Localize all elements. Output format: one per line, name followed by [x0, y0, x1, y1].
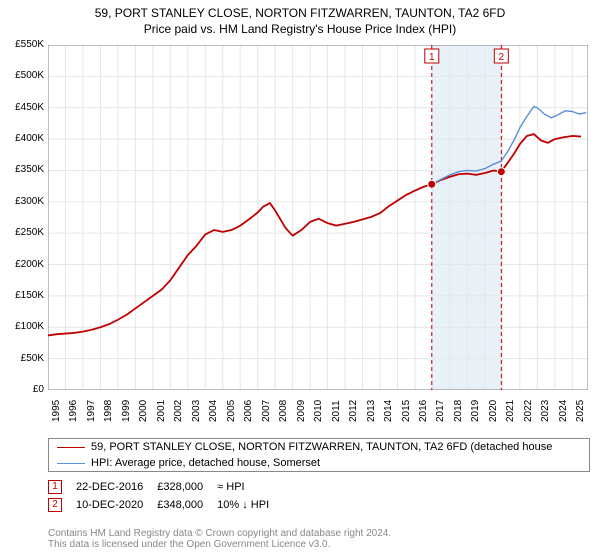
legend-label: HPI: Average price, detached house, Some…: [91, 457, 320, 469]
x-tick-label: 2007: [261, 400, 272, 422]
y-tick-label: £500K: [4, 70, 44, 81]
x-tick-label: 2013: [366, 400, 377, 422]
x-tick-label: 1997: [86, 400, 97, 422]
x-tick-label: 2009: [296, 400, 307, 422]
x-tick-label: 2021: [505, 400, 516, 422]
legend-item: HPI: Average price, detached house, Some…: [49, 455, 589, 471]
sales-row: 1 22-DEC-2016£328,000≈ HPI: [48, 478, 283, 496]
y-tick-label: £350K: [4, 164, 44, 175]
x-tick-label: 1996: [68, 400, 79, 422]
y-tick-label: £150K: [4, 290, 44, 301]
y-tick-label: £450K: [4, 102, 44, 113]
y-tick-label: £250K: [4, 227, 44, 238]
x-tick-label: 2004: [208, 400, 219, 422]
sale-price: £348,000: [157, 496, 217, 514]
sale-marker-dot: [428, 180, 436, 188]
x-tick-label: 1999: [121, 400, 132, 422]
chart-title-line1: 59, PORT STANLEY CLOSE, NORTON FITZWARRE…: [0, 6, 600, 20]
footnotes: Contains HM Land Registry data © Crown c…: [48, 528, 391, 550]
y-tick-label: £100K: [4, 321, 44, 332]
x-tick-label: 2018: [453, 400, 464, 422]
sale-date: 22-DEC-2016: [76, 478, 157, 496]
x-tick-label: 2003: [191, 400, 202, 422]
x-tick-label: 2011: [331, 400, 342, 422]
sale-marker-label: 1: [425, 49, 439, 63]
x-tick-label: 2016: [418, 400, 429, 422]
svg-text:1: 1: [429, 52, 435, 63]
price-chart: 12: [48, 45, 588, 390]
sales-row: 2 10-DEC-2020£348,00010% ↓ HPI: [48, 496, 283, 514]
sale-delta: 10% ↓ HPI: [217, 496, 283, 514]
svg-text:2: 2: [499, 52, 505, 63]
x-tick-label: 2017: [435, 400, 446, 422]
legend: 59, PORT STANLEY CLOSE, NORTON FITZWARRE…: [48, 438, 590, 472]
footnote-line: Contains HM Land Registry data © Crown c…: [48, 528, 391, 539]
x-tick-label: 2002: [173, 400, 184, 422]
legend-swatch: [57, 447, 85, 448]
x-tick-label: 2014: [383, 400, 394, 422]
x-tick-label: 2001: [156, 400, 167, 422]
sale-index-badge: 2: [48, 498, 62, 512]
sale-price: £328,000: [157, 478, 217, 496]
y-tick-label: £0: [4, 384, 44, 395]
x-tick-label: 1995: [51, 400, 62, 422]
chart-title-line2: Price paid vs. HM Land Registry's House …: [0, 22, 600, 36]
legend-label: 59, PORT STANLEY CLOSE, NORTON FITZWARRE…: [91, 441, 552, 453]
sales-table: 1 22-DEC-2016£328,000≈ HPI 2 10-DEC-2020£34…: [48, 478, 283, 514]
x-tick-label: 2020: [488, 400, 499, 422]
x-tick-label: 2024: [558, 400, 569, 422]
legend-swatch: [57, 463, 85, 464]
y-tick-label: £300K: [4, 196, 44, 207]
y-tick-label: £50K: [4, 353, 44, 364]
sale-index-badge: 1: [48, 480, 62, 494]
footnote-line: This data is licensed under the Open Gov…: [48, 539, 391, 550]
x-tick-label: 2010: [313, 400, 324, 422]
sale-marker-label: 2: [494, 49, 508, 63]
sale-marker-dot: [497, 168, 505, 176]
x-tick-label: 2022: [523, 400, 534, 422]
x-tick-label: 2015: [401, 400, 412, 422]
x-tick-label: 2006: [243, 400, 254, 422]
y-tick-label: £550K: [4, 39, 44, 50]
x-tick-label: 2005: [226, 400, 237, 422]
x-tick-label: 2023: [540, 400, 551, 422]
x-tick-label: 2008: [278, 400, 289, 422]
x-tick-label: 2012: [348, 400, 359, 422]
sale-delta: ≈ HPI: [217, 478, 283, 496]
x-tick-label: 2025: [575, 400, 586, 422]
x-tick-label: 1998: [103, 400, 114, 422]
legend-item: 59, PORT STANLEY CLOSE, NORTON FITZWARRE…: [49, 439, 589, 455]
y-tick-label: £200K: [4, 259, 44, 270]
x-tick-label: 2019: [470, 400, 481, 422]
x-tick-label: 2000: [138, 400, 149, 422]
y-tick-label: £400K: [4, 133, 44, 144]
sale-date: 10-DEC-2020: [76, 496, 157, 514]
